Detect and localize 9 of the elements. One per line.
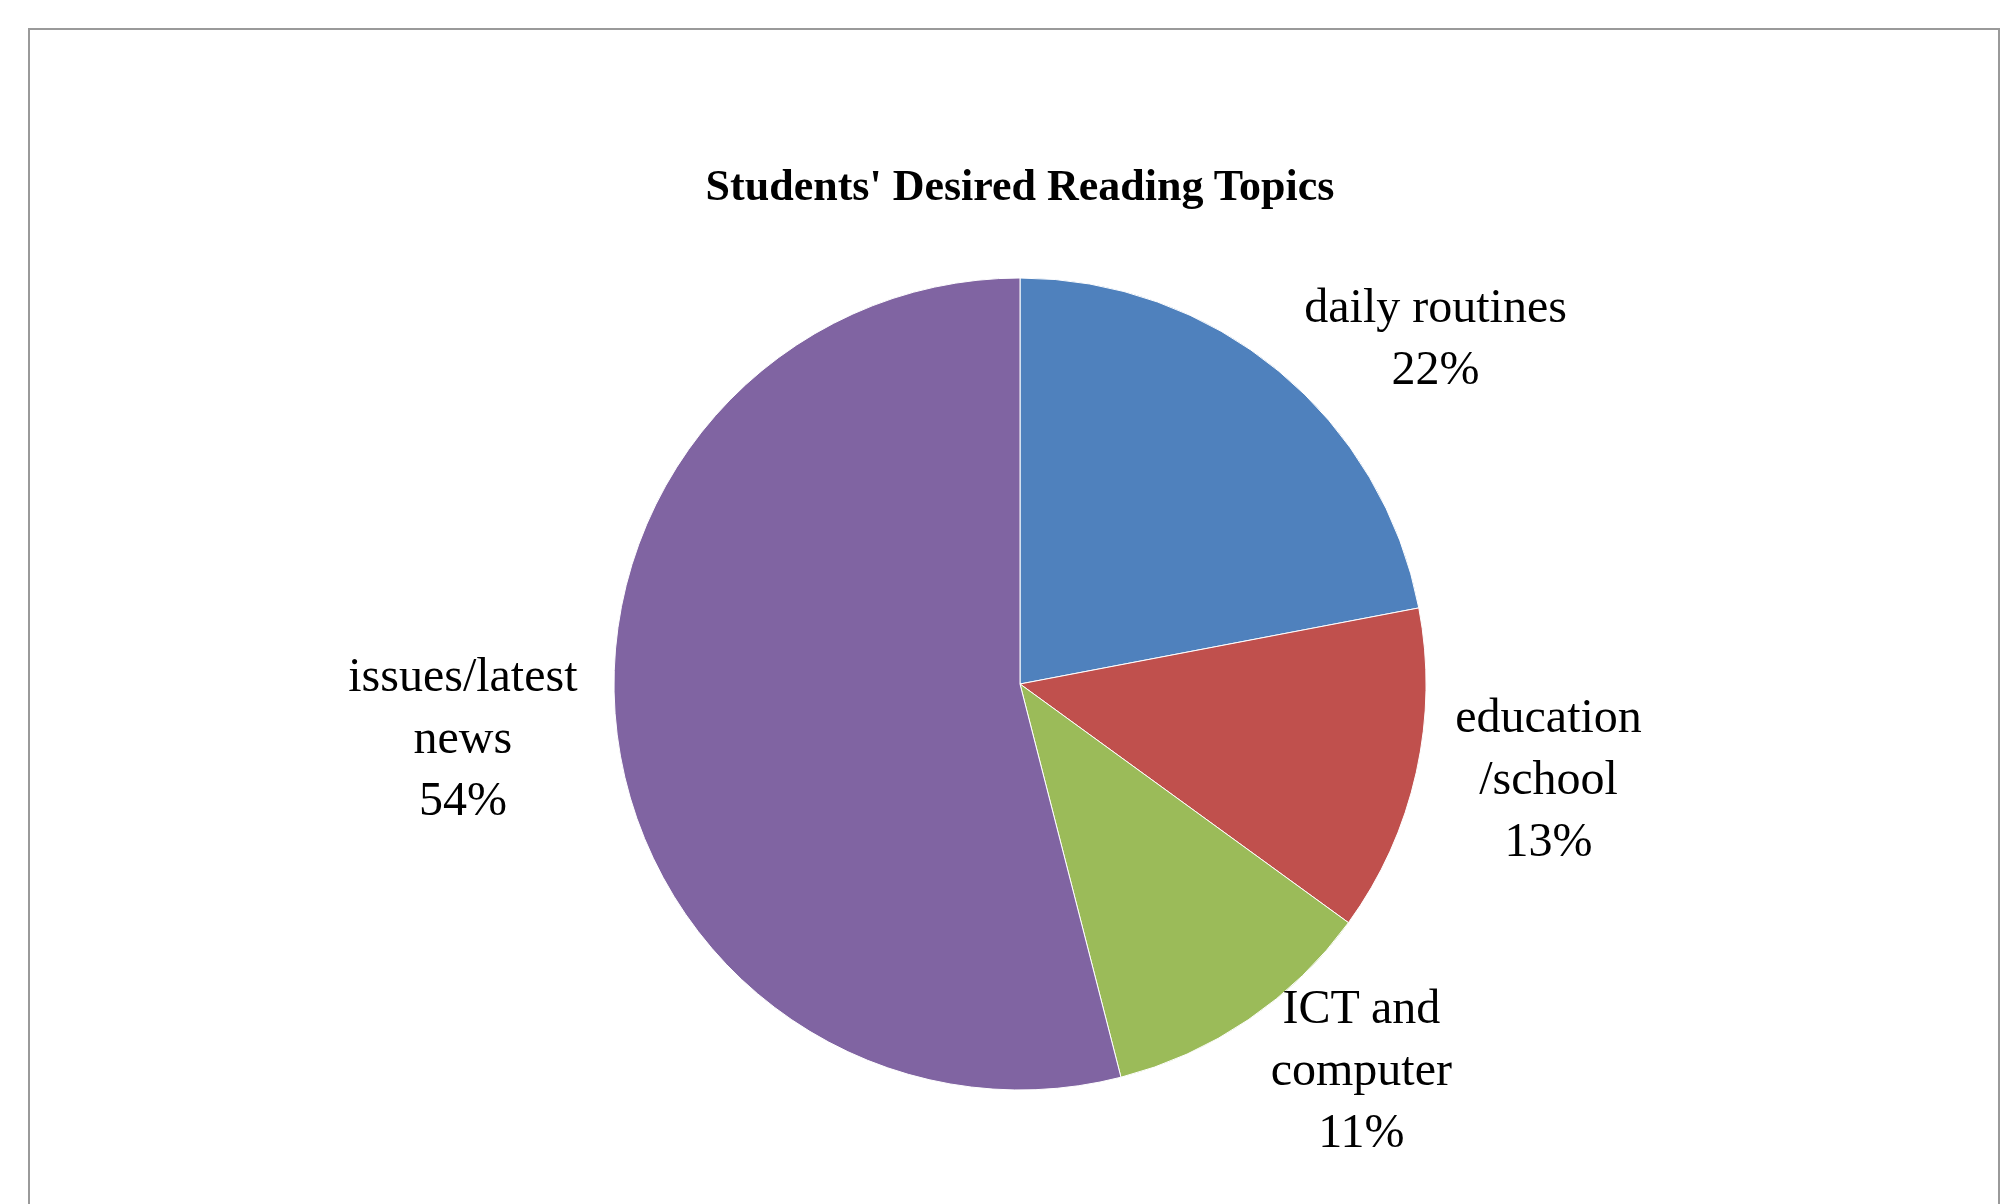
data-label: 11% <box>1318 1104 1405 1158</box>
data-label: 13% <box>1504 812 1593 866</box>
slice-label: daily routines <box>1304 278 1567 332</box>
chart-title: Students' Desired Reading Topics <box>705 161 1335 211</box>
slice-label: issues/latest news <box>348 647 579 763</box>
data-label: 22% <box>1391 340 1480 394</box>
slice-label: ICT and computer <box>1270 980 1452 1096</box>
slice-label: education/school <box>1455 688 1642 804</box>
data-label: 54% <box>418 771 507 825</box>
